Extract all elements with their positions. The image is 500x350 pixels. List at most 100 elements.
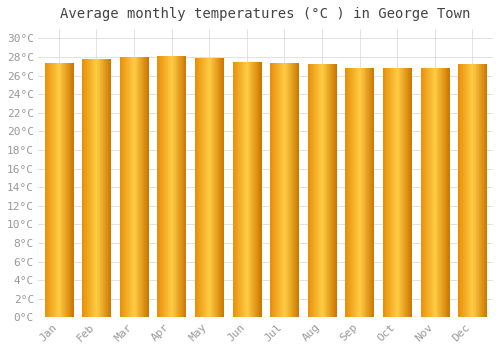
Bar	[235, 62, 236, 317]
Bar	[86, 59, 88, 317]
Bar	[195, 58, 196, 317]
Bar	[467, 64, 468, 317]
Bar	[409, 68, 410, 317]
Bar	[134, 57, 135, 317]
Bar	[58, 63, 59, 317]
Bar	[97, 59, 98, 317]
Bar	[161, 56, 162, 317]
Bar	[460, 64, 461, 317]
Bar	[92, 59, 93, 317]
Bar	[405, 68, 406, 317]
Bar	[332, 64, 333, 317]
Bar	[213, 58, 214, 317]
Bar	[316, 64, 318, 317]
Bar	[216, 58, 217, 317]
Bar	[271, 63, 272, 317]
Bar	[485, 64, 486, 317]
Bar	[169, 56, 170, 317]
Bar	[347, 68, 348, 317]
Bar	[196, 58, 198, 317]
Bar	[137, 57, 138, 317]
Title: Average monthly temperatures (°C ) in George Town: Average monthly temperatures (°C ) in Ge…	[60, 7, 471, 21]
Bar	[410, 68, 412, 317]
Bar	[222, 58, 224, 317]
Bar	[479, 64, 480, 317]
Bar	[70, 63, 72, 317]
Bar	[348, 68, 349, 317]
Bar	[206, 58, 208, 317]
Bar	[251, 62, 252, 317]
Bar	[122, 57, 123, 317]
Bar	[135, 57, 136, 317]
Bar	[328, 64, 329, 317]
Bar	[65, 63, 66, 317]
Bar	[88, 59, 89, 317]
Bar	[470, 64, 472, 317]
Bar	[397, 68, 398, 317]
Bar	[143, 57, 144, 317]
Bar	[277, 63, 278, 317]
Bar	[127, 57, 128, 317]
Bar	[91, 59, 92, 317]
Bar	[211, 58, 212, 317]
Bar	[102, 59, 104, 317]
Bar	[433, 68, 434, 317]
Bar	[171, 56, 172, 317]
Bar	[432, 68, 433, 317]
Bar	[72, 63, 73, 317]
Bar	[280, 63, 281, 317]
Bar	[85, 59, 86, 317]
Bar	[441, 68, 442, 317]
Bar	[383, 68, 384, 317]
Bar	[183, 56, 184, 317]
Bar	[237, 62, 238, 317]
Bar	[123, 57, 124, 317]
Bar	[245, 62, 246, 317]
Bar	[209, 58, 210, 317]
Bar	[364, 68, 365, 317]
Bar	[321, 64, 322, 317]
Bar	[477, 64, 478, 317]
Bar	[125, 57, 126, 317]
Bar	[427, 68, 428, 317]
Bar	[260, 62, 261, 317]
Bar	[288, 63, 289, 317]
Bar	[253, 62, 254, 317]
Bar	[390, 68, 391, 317]
Bar	[239, 62, 240, 317]
Bar	[172, 56, 174, 317]
Bar	[232, 62, 234, 317]
Bar	[272, 63, 273, 317]
Bar	[145, 57, 146, 317]
Bar	[373, 68, 374, 317]
Bar	[126, 57, 127, 317]
Bar	[365, 68, 366, 317]
Bar	[484, 64, 485, 317]
Bar	[422, 68, 423, 317]
Bar	[50, 63, 51, 317]
Bar	[59, 63, 60, 317]
Bar	[200, 58, 201, 317]
Bar	[167, 56, 168, 317]
Bar	[51, 63, 52, 317]
Bar	[168, 56, 169, 317]
Bar	[407, 68, 408, 317]
Bar	[475, 64, 476, 317]
Bar	[281, 63, 282, 317]
Bar	[180, 56, 182, 317]
Bar	[438, 68, 439, 317]
Bar	[446, 68, 448, 317]
Bar	[220, 58, 221, 317]
Bar	[423, 68, 424, 317]
Bar	[62, 63, 63, 317]
Bar	[444, 68, 446, 317]
Bar	[349, 68, 350, 317]
Bar	[179, 56, 180, 317]
Bar	[218, 58, 219, 317]
Bar	[55, 63, 56, 317]
Bar	[396, 68, 397, 317]
Bar	[176, 56, 177, 317]
Bar	[219, 58, 220, 317]
Bar	[100, 59, 101, 317]
Bar	[108, 59, 109, 317]
